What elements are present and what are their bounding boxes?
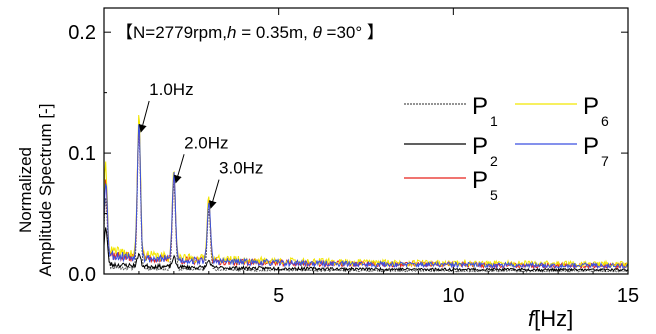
annotation-label: 2.0Hz <box>184 133 228 152</box>
series-line-P7 <box>103 124 629 270</box>
legend-subscript: 6 <box>601 113 609 129</box>
title-theta-symbol: θ <box>313 23 323 42</box>
title-suffix: 】 <box>362 23 384 42</box>
legend-subscript: 1 <box>490 113 498 129</box>
annotation-arrow <box>173 154 185 184</box>
series-line-P5 <box>103 127 629 270</box>
annotation-label: 3.0Hz <box>219 159 263 178</box>
annotation-label: 1.0Hz <box>149 80 193 99</box>
annotation-arrow <box>208 179 220 209</box>
legend-label-P5: P <box>472 167 488 194</box>
y-axis-label: Normalized Amplitude Spectrum [-] <box>16 104 55 277</box>
legend-subscript: 7 <box>601 153 609 169</box>
legend-subscript: 5 <box>490 187 498 203</box>
annotations-layer: 1.0Hz 2.0Hz 3.0Hz <box>138 80 263 209</box>
plot-frame <box>103 7 629 275</box>
y-tick-label: 0.2 <box>68 22 96 44</box>
chart-title: 【N=2779rpm,h = 0.35m, θ =30° 】 <box>116 23 384 42</box>
x-axis-label: f[Hz] <box>528 306 573 331</box>
y-tick-label: 0.1 <box>68 143 96 165</box>
series-layer <box>103 114 629 273</box>
series-line-P2 <box>103 227 629 273</box>
axes-layer: 5 10 150.00.10.2 <box>68 7 639 307</box>
y-tick-label: 0.0 <box>68 264 96 286</box>
legend-label-P7: P <box>583 133 599 160</box>
y-axis-label-line1: Normalized <box>16 147 35 233</box>
title-theta-value: =30° <box>322 23 362 42</box>
title-prefix: 【N=2779rpm, <box>116 23 227 42</box>
x-tick-label: 10 <box>442 285 464 307</box>
legend-subscript: 2 <box>490 153 498 169</box>
series-line-P1 <box>103 130 629 273</box>
title-h-value: = 0.35m, <box>237 23 313 42</box>
legend-label-P2: P <box>472 133 488 160</box>
x-tick-label: 5 <box>273 285 284 307</box>
title-h-symbol: h <box>227 23 236 42</box>
x-axis-symbol: f <box>528 306 537 331</box>
x-tick-label: 15 <box>617 285 639 307</box>
y-axis-label-line2: Amplitude Spectrum [-] <box>36 104 55 277</box>
x-axis-unit: [Hz] <box>534 306 573 331</box>
series-line-P6 <box>103 114 629 269</box>
legend-label-P1: P <box>472 93 488 120</box>
legend-label-P6: P <box>583 93 599 120</box>
annotation-arrow <box>138 100 150 133</box>
